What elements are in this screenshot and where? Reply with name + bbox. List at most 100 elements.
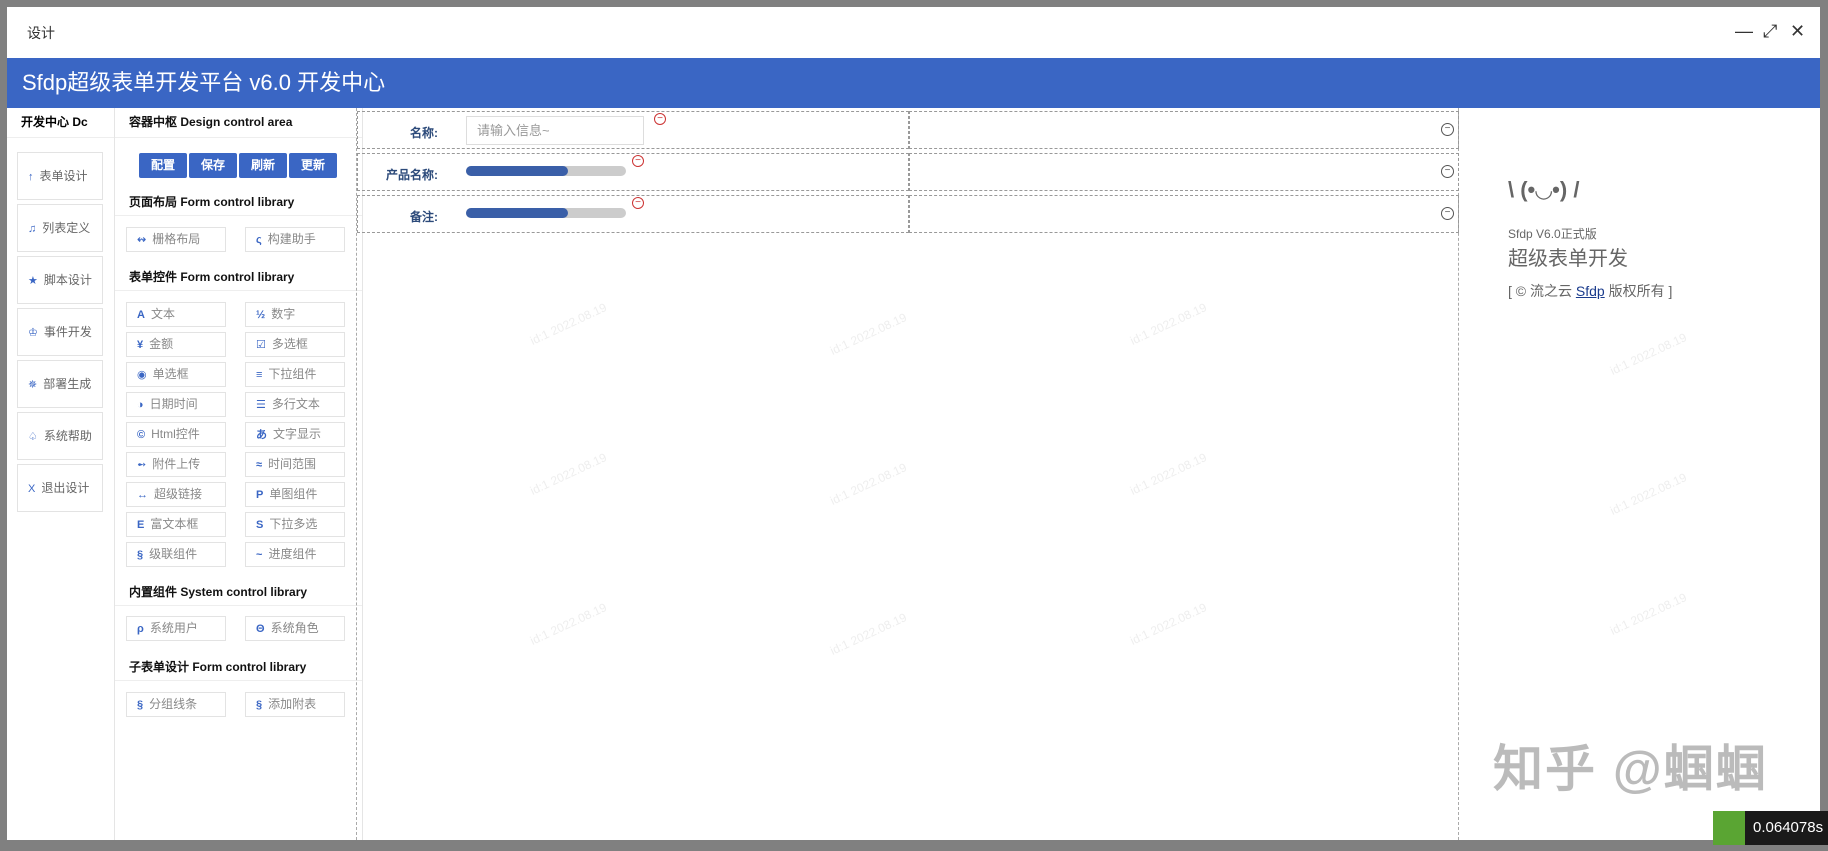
control-icon: ¥ xyxy=(137,339,144,351)
minimize-icon[interactable]: — xyxy=(1735,21,1753,41)
product-name: 超级表单开发 xyxy=(1508,248,1628,270)
nav-item[interactable]: ↑ 表单设计 xyxy=(17,152,103,200)
control-item[interactable]: ☰ 多行文本 xyxy=(245,392,345,417)
watermark-text: id:1 2022.08.19 xyxy=(1607,590,1689,638)
nav-item-label: 列表定义 xyxy=(42,221,91,235)
nav-item-label: 退出设计 xyxy=(41,481,90,495)
nav-item-icon: ★ xyxy=(28,275,38,287)
control-label: 下拉组件 xyxy=(268,367,317,381)
design-area-title: 容器中枢 Design control area xyxy=(115,108,362,138)
control-icon: E xyxy=(137,519,145,531)
field-label: 产品名称: xyxy=(386,168,438,182)
watermark-text: id:1 2022.08.19 xyxy=(1607,470,1689,518)
save-button[interactable]: 保存 xyxy=(189,153,237,178)
remove-cell-icon[interactable]: − xyxy=(1441,207,1454,220)
control-icon: ~ xyxy=(256,549,263,561)
sfdp-link[interactable]: Sfdp xyxy=(1575,283,1605,299)
control-icon: § xyxy=(137,699,144,711)
control-item[interactable]: § 分组线条 xyxy=(126,692,226,717)
nav-item-icon: ↑ xyxy=(28,171,34,183)
timer-badge: 0.064078s xyxy=(1713,811,1828,845)
control-item[interactable]: ↭ 栅格布局 xyxy=(126,227,226,252)
control-icon: ς xyxy=(256,234,262,246)
remove-field-icon[interactable]: − xyxy=(632,155,644,167)
field-label: 备注: xyxy=(410,210,438,224)
control-item[interactable]: ς 构建助手 xyxy=(245,227,345,252)
control-label: 进度组件 xyxy=(268,547,317,561)
nav-item[interactable]: ♔ 事件开发 xyxy=(17,308,103,356)
info-panel: \ (•◡•) / Sfdp V6.0正式版 超级表单开发 [ © 流之云 Sf… xyxy=(1508,177,1672,301)
form-field-cell[interactable]: 名称: 请输入信息~ − xyxy=(357,111,909,149)
maximize-icon[interactable]: ⤢ xyxy=(1763,21,1778,41)
nav-item[interactable]: X 退出设计 xyxy=(17,464,103,512)
control-item[interactable]: ↔ 超级链接 xyxy=(126,482,226,507)
control-item[interactable]: ≈ 时间范围 xyxy=(245,452,345,477)
nav-item-label: 事件开发 xyxy=(43,325,92,339)
empty-cell[interactable]: − xyxy=(909,153,1459,191)
control-item[interactable]: ≡ 下拉组件 xyxy=(245,362,345,387)
remove-cell-icon[interactable]: − xyxy=(1441,165,1454,178)
control-item[interactable]: § 添加附表 xyxy=(245,692,345,717)
control-label: 下拉多选 xyxy=(269,517,318,531)
control-item[interactable]: ➻ 附件上传 xyxy=(126,452,226,477)
control-label: 文字显示 xyxy=(273,427,322,441)
design-canvas: 名称: 请输入信息~ − − 产品名称: − − 备注: − − xyxy=(356,108,1459,840)
control-item[interactable]: ¥ 金额 xyxy=(126,332,226,357)
control-item[interactable]: S 下拉多选 xyxy=(245,512,345,537)
control-label: 系统用户 xyxy=(149,621,198,635)
control-label: 富文本框 xyxy=(150,517,199,531)
control-label: Html控件 xyxy=(151,427,200,441)
control-icon: P xyxy=(256,489,264,501)
empty-cell[interactable]: − xyxy=(909,195,1459,233)
nav-item-icon: ♤ xyxy=(28,431,38,443)
control-item[interactable]: ½ 数字 xyxy=(245,302,345,327)
control-icon: ≡ xyxy=(256,369,263,381)
progress-bar xyxy=(466,166,626,176)
close-icon[interactable]: ✕ xyxy=(1790,21,1806,41)
empty-cell[interactable]: − xyxy=(909,111,1459,149)
field-label: 名称: xyxy=(410,126,438,140)
control-item[interactable]: ~ 进度组件 xyxy=(245,542,345,567)
nav-item[interactable]: ✵ 部署生成 xyxy=(17,360,103,408)
control-icon: A xyxy=(137,309,145,321)
control-label: 超级链接 xyxy=(154,487,203,501)
control-item[interactable]: § 级联组件 xyxy=(126,542,226,567)
control-item[interactable]: ◉ 单选框 xyxy=(126,362,226,387)
remove-field-icon[interactable]: − xyxy=(654,113,666,125)
control-icon: ☰ xyxy=(256,399,266,411)
control-item[interactable]: ☑ 多选框 xyxy=(245,332,345,357)
form-field-cell[interactable]: 备注: − xyxy=(357,195,909,233)
control-item[interactable]: A 文本 xyxy=(126,302,226,327)
control-label: 多行文本 xyxy=(271,397,320,411)
control-item[interactable]: ρ 系统用户 xyxy=(126,616,226,641)
control-item[interactable]: © Html控件 xyxy=(126,422,226,447)
nav-item-label: 系统帮助 xyxy=(43,429,92,443)
version-text: Sfdp V6.0正式版 xyxy=(1508,227,1597,241)
control-icon: © xyxy=(137,429,146,441)
update-button[interactable]: 更新 xyxy=(289,153,337,178)
control-icon: S xyxy=(256,519,264,531)
control-item[interactable]: ◑ 日期时间 xyxy=(126,392,226,417)
copyright-prefix: [ © 流之云 xyxy=(1508,283,1576,299)
nav-item[interactable]: ★ 脚本设计 xyxy=(17,256,103,304)
control-item[interactable]: E 富文本框 xyxy=(126,512,226,537)
config-button[interactable]: 配置 xyxy=(139,153,187,178)
control-icon: ☑ xyxy=(256,339,266,351)
system-section-title: 内置组件 System control library xyxy=(115,580,362,606)
form-field-cell[interactable]: 产品名称: − xyxy=(357,153,909,191)
control-label: 文本 xyxy=(150,307,175,321)
field-input[interactable]: 请输入信息~ xyxy=(466,116,644,145)
design-window: 设计 — ⤢ ✕ Sfdp超级表单开发平台 v6.0 开发中心 开发中心 Dc … xyxy=(7,7,1820,840)
nav-item[interactable]: ♤ 系统帮助 xyxy=(17,412,103,460)
control-item[interactable]: P 单图组件 xyxy=(245,482,345,507)
progress-bar xyxy=(466,208,626,218)
remove-field-icon[interactable]: − xyxy=(632,197,644,209)
refresh-button[interactable]: 刷新 xyxy=(239,153,287,178)
control-icon: § xyxy=(256,699,263,711)
control-label: 日期时间 xyxy=(149,397,198,411)
nav-item[interactable]: ♫ 列表定义 xyxy=(17,204,103,252)
control-item[interactable]: Θ 系统角色 xyxy=(245,616,345,641)
remove-cell-icon[interactable]: − xyxy=(1441,123,1454,136)
control-item[interactable]: あ文字显示 xyxy=(245,422,345,447)
control-label: 金额 xyxy=(149,337,174,351)
